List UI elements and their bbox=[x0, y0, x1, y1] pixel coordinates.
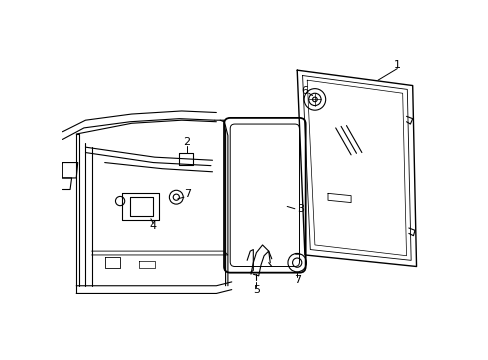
Text: 7: 7 bbox=[293, 275, 300, 285]
Text: 3: 3 bbox=[297, 204, 304, 214]
Text: 2: 2 bbox=[183, 137, 190, 147]
Text: 1: 1 bbox=[393, 60, 400, 70]
Text: 6: 6 bbox=[301, 86, 308, 96]
Text: 5: 5 bbox=[252, 285, 259, 294]
Text: 4: 4 bbox=[149, 221, 157, 231]
Text: 7: 7 bbox=[184, 189, 191, 199]
